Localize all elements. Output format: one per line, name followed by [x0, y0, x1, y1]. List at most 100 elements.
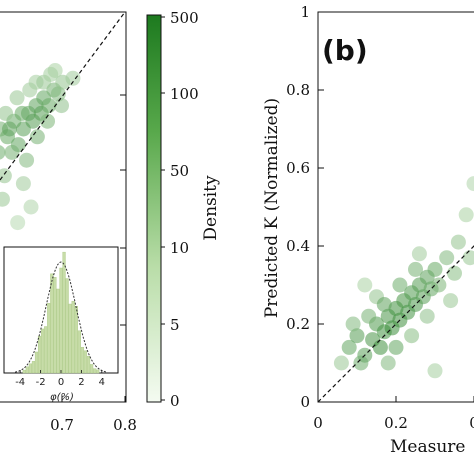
scatter-point — [353, 355, 369, 371]
scatter-point — [41, 98, 57, 114]
scatter-point — [404, 328, 420, 344]
panel-label-b: (b) — [322, 34, 368, 67]
scatter-point — [341, 339, 357, 355]
scatter-point — [65, 70, 81, 86]
scatter-point — [14, 105, 30, 121]
inset-x-label: φ(%) — [50, 392, 74, 403]
right-plot-frame — [317, 11, 474, 403]
scatter-point — [458, 207, 474, 223]
scatter-point — [439, 250, 455, 266]
scatter-point — [19, 152, 35, 168]
right-diagonal-line — [317, 245, 474, 403]
inset-bar — [89, 364, 94, 374]
colorbar-tick-label: 0 — [170, 392, 180, 410]
inset-fit-curve — [15, 261, 107, 373]
right-x-tick-label: 0 — [313, 414, 323, 432]
right-y-tick-label: 0.4 — [286, 237, 310, 255]
right-panel: (b) 0 0.2 0.4 0.6 0.8 1 00.20 Predicted K (No… — [262, 3, 474, 457]
scatter-point — [15, 176, 31, 192]
scatter-point — [23, 199, 39, 215]
scatter-point — [50, 86, 66, 102]
inset-bar — [53, 277, 57, 374]
left-x-tick-label: 0.8 — [113, 416, 137, 434]
scatter-point — [0, 168, 12, 184]
scatter-point — [408, 261, 423, 277]
scatter-point — [376, 297, 392, 312]
scatter-point — [411, 246, 427, 262]
right-x-tick-label: 0.2 — [384, 414, 408, 432]
inset-bar — [77, 330, 81, 374]
inset-bar — [56, 288, 60, 374]
scatter-point — [0, 105, 14, 121]
scatter-point — [333, 355, 349, 371]
scatter-point — [443, 293, 459, 309]
inset-x-tick-label: -2 — [36, 377, 46, 388]
right-scatter-points — [333, 176, 474, 379]
inset-bar — [50, 273, 54, 374]
inset-bar — [28, 363, 32, 374]
scatter-point — [372, 339, 388, 355]
inset-bar — [68, 303, 72, 374]
scatter-point — [431, 277, 447, 293]
inset-bar — [41, 328, 45, 374]
inset-bar — [80, 347, 85, 374]
inset-bar — [86, 356, 91, 374]
scatter-point — [40, 113, 56, 129]
right-x-axis-label: Measure — [390, 437, 465, 457]
scatter-point — [357, 277, 373, 293]
inset-bar — [74, 306, 78, 374]
colorbar-tick-label: 100 — [170, 85, 199, 103]
inset-x-tick-label: 2 — [78, 377, 84, 388]
scatter-point — [1, 121, 17, 137]
scatter-point — [419, 308, 435, 324]
scatter-point — [462, 250, 474, 266]
scatter-point — [0, 191, 10, 207]
scatter-point — [427, 363, 443, 379]
right-y-tick-label: 1 — [300, 3, 310, 21]
inset-x-tick-label: 4 — [99, 377, 105, 388]
scatter-point — [9, 90, 25, 106]
inset-bar — [65, 278, 69, 374]
colorbar-tick-label: 50 — [170, 162, 189, 180]
inset-bar — [59, 267, 63, 374]
inset-bar — [47, 303, 51, 374]
left-x-tick-label: 0.7 — [50, 416, 74, 434]
colorbar-tick-label: 10 — [170, 239, 189, 257]
scatter-point — [447, 265, 462, 281]
inset-x-tick-label: 0 — [58, 377, 64, 388]
scatter-point — [54, 98, 69, 114]
inset-bar — [93, 368, 97, 374]
scatter-point — [4, 144, 20, 160]
right-y-tick-label: 0.8 — [286, 81, 310, 99]
left-panel: 0.7 0.8 -4 -2 0 2 4 φ(%) — [0, 11, 137, 434]
inset-bar — [22, 369, 26, 374]
right-y-ticks: 0 0.2 0.4 0.6 0.8 1 — [286, 3, 324, 411]
scatter-point — [466, 176, 474, 192]
right-y-tick-label: 0.6 — [286, 159, 310, 177]
scatter-point — [349, 328, 365, 344]
inset-bar — [71, 301, 75, 374]
scatter-point — [345, 316, 361, 332]
inset-bar — [44, 326, 48, 374]
right-y-tick-label: 0.2 — [286, 315, 310, 333]
scatter-point — [0, 145, 6, 160]
inset-x-tick-label: -4 — [15, 377, 25, 388]
inset-histogram: -4 -2 0 2 4 φ(%) — [3, 246, 119, 403]
inset-bar — [62, 251, 66, 374]
colorbar-gradient — [146, 14, 162, 403]
scatter-point — [427, 261, 443, 277]
right-y-axis-label: Predicted K (Normalized) — [262, 98, 282, 318]
inset-bar — [37, 335, 42, 374]
inset-bar — [25, 366, 29, 374]
inset-bar — [31, 361, 36, 374]
colorbar-tick-label: 5 — [170, 316, 180, 334]
inset-bar — [34, 351, 39, 374]
scatter-point — [10, 215, 26, 231]
right-x-ticks: 00.20 — [313, 396, 474, 432]
right-x-tick-label: 0 — [469, 414, 474, 432]
inset-bar — [96, 369, 100, 374]
inset-bar — [83, 350, 88, 374]
